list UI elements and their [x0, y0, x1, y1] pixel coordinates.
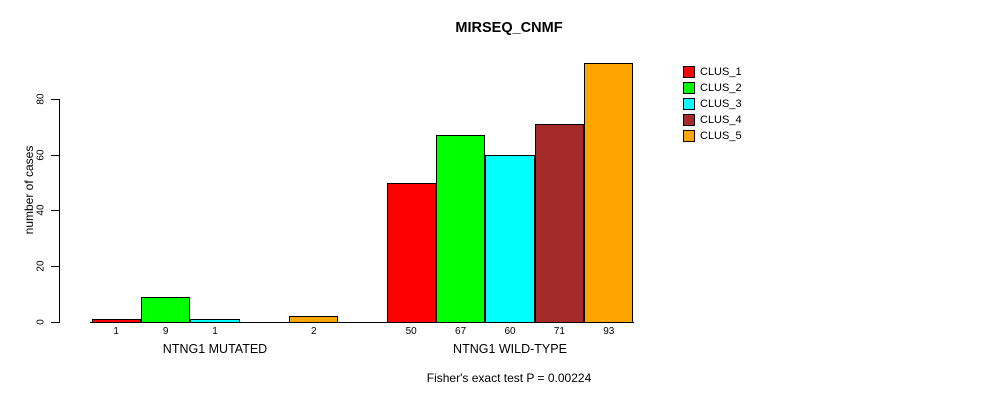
bar-CLUS_3-group1	[190, 319, 240, 323]
y-tick	[50, 322, 59, 323]
bar-value-label: 60	[504, 325, 516, 337]
y-tick	[50, 266, 59, 268]
bar-CLUS_2-group2	[435, 135, 486, 323]
bar-CLUS_1-group2	[386, 182, 436, 323]
bar-value-label: 1	[212, 325, 218, 337]
legend-item-CLUS_3: CLUS_3	[683, 97, 742, 110]
y-tick-label: 0	[35, 319, 46, 325]
y-tick	[50, 154, 59, 156]
y-tick-label: 40	[35, 204, 46, 216]
bar-value-label: 9	[162, 325, 169, 337]
bar-CLUS_2-group1	[140, 296, 191, 323]
y-tick-label: 20	[35, 260, 46, 272]
legend-item-CLUS_2: CLUS_2	[683, 81, 742, 94]
legend-swatch-CLUS_1	[683, 66, 695, 78]
y-tick-label: 60	[35, 149, 46, 161]
legend-label: CLUS_5	[700, 129, 742, 142]
y-tick	[50, 210, 59, 212]
bar-value-label: 71	[553, 325, 565, 337]
legend-label: CLUS_3	[700, 97, 742, 110]
bar-value-label: 93	[603, 325, 615, 337]
y-axis-line	[58, 98, 60, 323]
y-tick	[50, 98, 59, 100]
y-axis-label: number of cases	[22, 145, 36, 235]
legend-label: CLUS_2	[700, 81, 742, 94]
legend-label: CLUS_1	[700, 66, 742, 78]
bar-value-label: 50	[405, 325, 417, 337]
legend-item-CLUS_1: CLUS_1	[683, 66, 742, 79]
legend-swatch-CLUS_4	[683, 113, 695, 126]
chart-title: MIRSEQ_CNMF	[455, 20, 563, 36]
category-label-group1: NTNG1 MUTATED	[162, 342, 268, 356]
bar-value-label: 67	[455, 325, 467, 337]
legend-label: CLUS_4	[700, 113, 742, 126]
bar-CLUS_5-group1	[289, 316, 339, 323]
bar-value-label: 2	[311, 325, 317, 337]
legend-item-CLUS_5: CLUS_5	[683, 129, 742, 142]
stat-annotation: Fisher's exact test P = 0.00224	[426, 371, 592, 385]
bar-CLUS_5-group2	[584, 62, 634, 323]
bar-value-label: 1	[113, 325, 119, 337]
legend-swatch-CLUS_3	[683, 97, 695, 110]
category-label-group2: NTNG1 WILD-TYPE	[453, 342, 567, 356]
x-axis-baseline	[90, 322, 634, 323]
bar-CLUS_1-group1	[91, 319, 141, 323]
legend-swatch-CLUS_5	[683, 129, 695, 142]
bar-CLUS_3-group2	[485, 154, 535, 323]
bar-CLUS_4-group2	[534, 123, 585, 323]
y-tick-label: 80	[35, 93, 46, 105]
legend-swatch-CLUS_2	[683, 81, 695, 94]
legend-item-CLUS_4: CLUS_4	[683, 113, 742, 126]
